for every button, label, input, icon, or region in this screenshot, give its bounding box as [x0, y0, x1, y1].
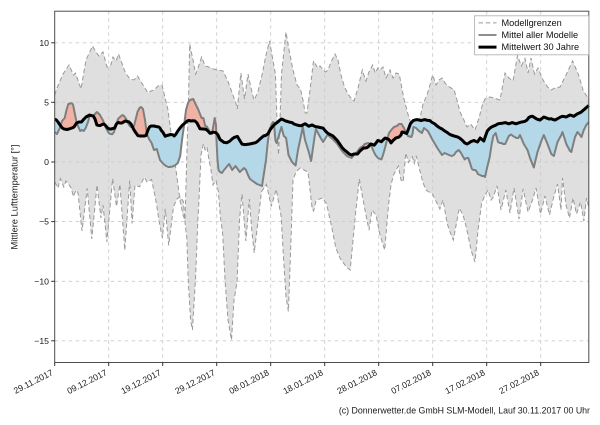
svg-text:0: 0 [44, 157, 49, 167]
svg-text:−5: −5 [39, 217, 49, 227]
svg-text:Mittel aller Modelle: Mittel aller Modelle [502, 30, 579, 40]
svg-text:(c) Donnerwetter.de GmbH SLM-M: (c) Donnerwetter.de GmbH SLM-Modell, Lau… [339, 406, 590, 416]
svg-text:−15: −15 [34, 336, 49, 346]
svg-text:10: 10 [39, 38, 49, 48]
svg-text:Mittelwert 30 Jahre: Mittelwert 30 Jahre [502, 42, 580, 52]
svg-text:Mittlere Lufttemperatur [°]: Mittlere Lufttemperatur [°] [10, 145, 20, 250]
svg-text:5: 5 [44, 97, 49, 107]
svg-text:Modellgrenzen: Modellgrenzen [502, 18, 562, 28]
svg-text:−10: −10 [34, 276, 49, 286]
